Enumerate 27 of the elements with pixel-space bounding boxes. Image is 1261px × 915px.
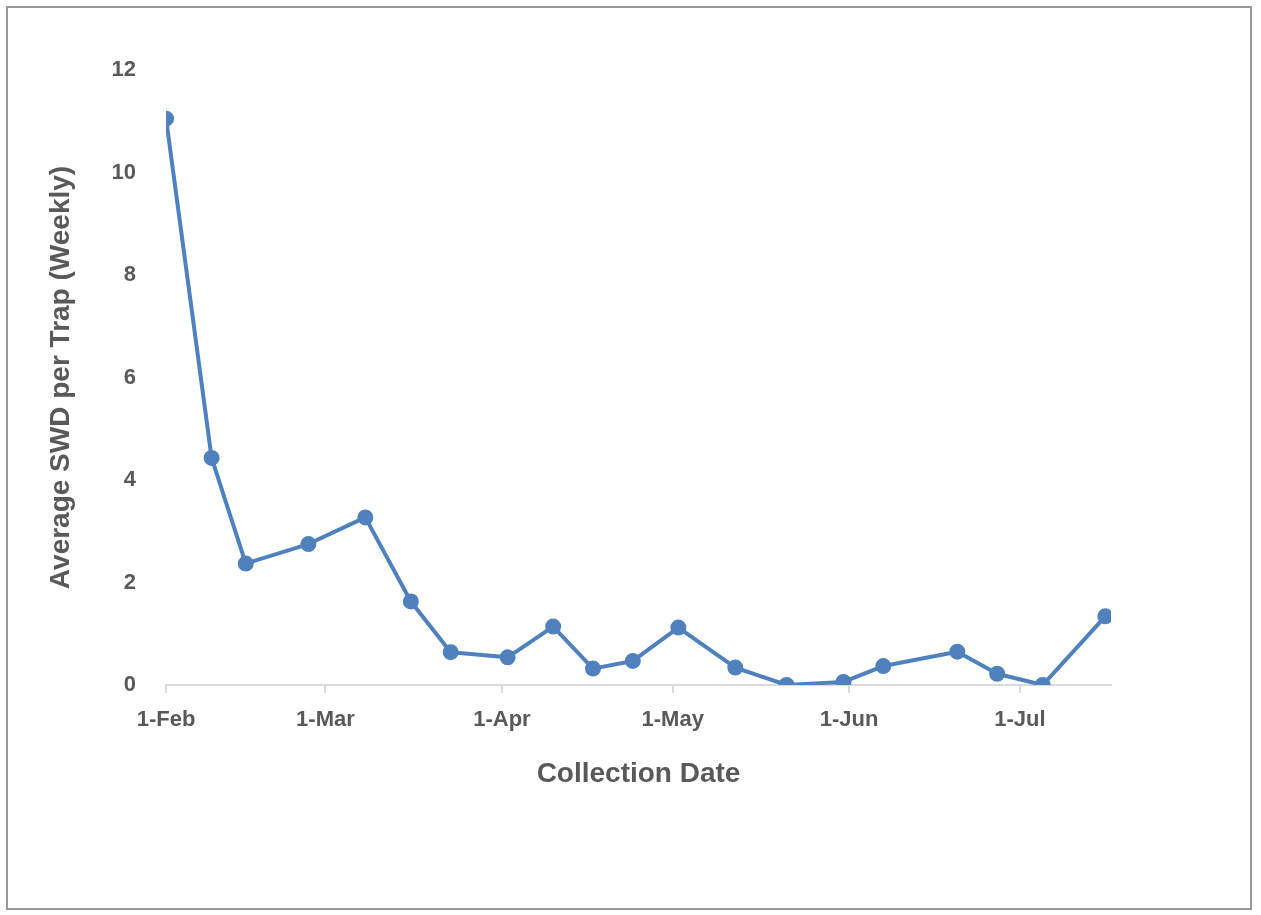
point	[875, 658, 892, 675]
x-tick-label: 1-Apr	[473, 706, 532, 732]
y-tick-label: 2	[123, 568, 137, 594]
x-axis-title: Collection Date	[536, 756, 741, 788]
point	[989, 665, 1006, 682]
y-tick-label: 8	[123, 261, 137, 287]
point	[670, 619, 687, 636]
point	[585, 660, 601, 677]
point	[545, 618, 562, 635]
point	[442, 644, 459, 661]
x-tick-label: 1-May	[641, 706, 705, 732]
y-tick-label: 6	[123, 363, 137, 389]
point	[357, 509, 374, 526]
y-tick-label: 0	[123, 671, 137, 697]
point	[727, 659, 744, 676]
x-tick-label: 1-Jul	[994, 706, 1046, 732]
y-axis-title: Average SWD per Trap (Weekly)	[43, 165, 75, 590]
x-tick-label: 1-Mar	[296, 706, 356, 732]
point	[499, 649, 516, 666]
point	[949, 643, 966, 660]
x-tick-label: 1-Jun	[819, 706, 879, 732]
point	[402, 593, 419, 610]
x-tick-label: 1-Feb	[136, 706, 196, 732]
y-tick-label: 10	[111, 158, 137, 184]
y-tick-label: 4	[123, 466, 137, 492]
y-tick-label: 12	[111, 56, 137, 82]
point	[624, 652, 641, 669]
